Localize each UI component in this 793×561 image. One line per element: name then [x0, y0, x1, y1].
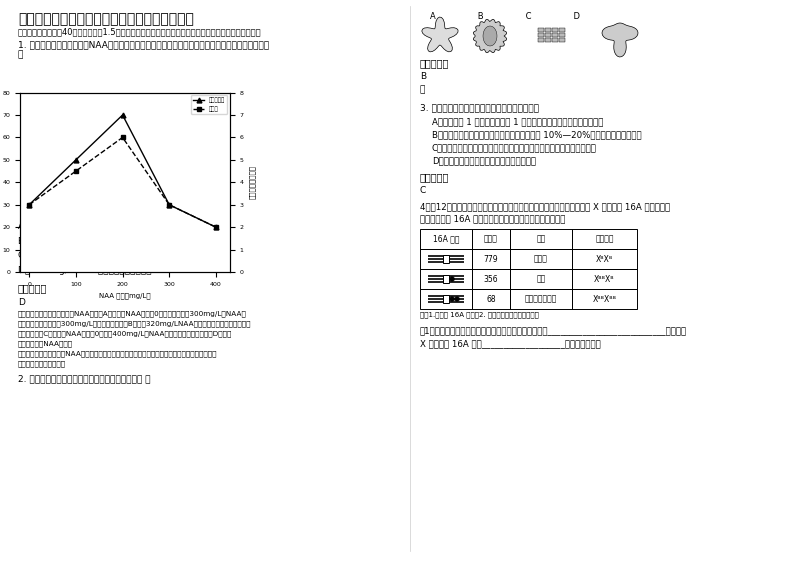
Bar [559, 38, 565, 42]
Bar [472, 269, 510, 289]
Bar [538, 28, 544, 32]
Bar [472, 289, 510, 309]
Line: 生根率: 生根率 [27, 135, 218, 229]
Text: 致的，雌果蝇 16A 区段与眼形的关系见下表，请分析回答：: 致的，雌果蝇 16A 区段与眼形的关系见下表，请分析回答： [420, 214, 565, 223]
Text: 棒眼（更明显）: 棒眼（更明显） [525, 295, 557, 304]
Text: （1）从表中给出的信息可以看出，果蝇的眼形变异属于___________________________，雌果蝇: （1）从表中给出的信息可以看出，果蝇的眼形变异属于_______________… [420, 326, 687, 335]
生根率 [71, 168, 81, 174]
Bar [510, 269, 572, 289]
Text: A                B                C                D: A B C D [430, 12, 580, 21]
Text: 16A 区段: 16A 区段 [433, 234, 459, 243]
Text: 注：1.横表示 16A 区段；2. 果蝇眼睛有多个小眼组成。: 注：1.横表示 16A 区段；2. 果蝇眼睛有多个小眼组成。 [420, 311, 539, 318]
Bar [552, 38, 558, 42]
Y-axis label: 平均生根数（个）: 平均生根数（个） [249, 165, 256, 199]
Circle shape [450, 297, 454, 301]
Bar [510, 249, 572, 269]
生根率 [211, 224, 220, 231]
Bar [472, 229, 510, 249]
Bar [443, 275, 449, 283]
Polygon shape [602, 23, 638, 57]
Bar [472, 249, 510, 269]
Text: C: C [420, 186, 427, 195]
平均生根数 [71, 157, 81, 163]
Bar [538, 38, 544, 42]
Text: 【名师点睛】本题主要以NAA为背景考查影响实验分析，要求学生理解实验分析的两个基本原则：对: 【名师点睛】本题主要以NAA为背景考查影响实验分析，要求学生理解实验分析的两个基… [18, 350, 217, 357]
Bar [420, 269, 472, 289]
Text: 四川省广安市嘉陵中学高三生物模拟试题含解析: 四川省广安市嘉陵中学高三生物模拟试题含解析 [18, 12, 193, 26]
Text: 68: 68 [486, 295, 496, 304]
Text: 眼形: 眼形 [536, 234, 546, 243]
Bar [420, 249, 472, 269]
Text: 【考点定位】NAA实验组: 【考点定位】NAA实验组 [18, 340, 73, 347]
生根率 [25, 201, 34, 208]
Bar [420, 289, 472, 309]
Text: C．生产上应优选 320mg/LNAA 处理插条: C．生产上应优选 320mg/LNAA 处理插条 [18, 251, 148, 260]
Text: 提高生根率，浓度高于300mg/L时会降低生根率，B错误；320mg/LNAA处理插条时，生根率过低，不: 提高生根率，浓度高于300mg/L时会降低生根率，B错误；320mg/LNAA处… [18, 320, 251, 327]
平均生根数 [25, 201, 34, 208]
Text: 356: 356 [484, 274, 498, 283]
Text: 基因组成: 基因组成 [596, 234, 614, 243]
Bar [559, 28, 565, 32]
Text: 779: 779 [484, 255, 498, 264]
Text: 由图可知，该实验的自变量是NAA浓度，A错误；与NAA浓度为0比较，浓度低于300mg/L时NAA能: 由图可知，该实验的自变量是NAA浓度，A错误；与NAA浓度为0比较，浓度低于30… [18, 310, 247, 316]
Bar [443, 255, 449, 263]
Text: 参考答案：: 参考答案： [18, 283, 48, 293]
Bar [552, 28, 558, 32]
Bar [572, 289, 637, 309]
Bar [420, 229, 472, 249]
Circle shape [454, 297, 459, 301]
Text: 正常眼: 正常眼 [534, 255, 548, 264]
Polygon shape [422, 17, 458, 52]
Text: B．一只鹰捕食了一只兔子，则这只兔子中约有 10%—20%的能量流入列鹰的体内: B．一只鹰捕食了一只兔子，则这只兔子中约有 10%—20%的能量流入列鹰的体内 [432, 130, 642, 139]
Bar [510, 229, 572, 249]
Bar [545, 28, 551, 32]
Text: B．不同浓度的 NAA 均提高了插条生根率: B．不同浓度的 NAA 均提高了插条生根率 [18, 236, 130, 245]
Text: A．自变量是 NAA，因变量是平均生根数: A．自变量是 NAA，因变量是平均生根数 [18, 221, 127, 230]
Text: 能用于生产，C错误；与NAA浓度为0比较，400mg/L的NAA具有增加生根数的效果，D正确。: 能用于生产，C错误；与NAA浓度为0比较，400mg/L的NAA具有增加生根数的… [18, 330, 232, 337]
平均生根数 [118, 112, 128, 118]
Text: 是: 是 [18, 50, 23, 59]
X-axis label: NAA 浓度（mg/L）: NAA 浓度（mg/L） [99, 292, 151, 299]
Text: A．兔子吃了 1 公斤的草，则这 1 公斤草中的能量就流入到了兔子体内: A．兔子吃了 1 公斤的草，则这 1 公斤草中的能量就流入到了兔子体内 [432, 117, 603, 126]
Text: 小眼数: 小眼数 [484, 234, 498, 243]
生根率 [118, 134, 128, 141]
Bar [538, 33, 544, 37]
Polygon shape [473, 19, 507, 53]
平均生根数 [211, 224, 220, 231]
Text: D．400 mg/L NAA 具有增加生根数的效应: D．400 mg/L NAA 具有增加生根数的效应 [18, 266, 151, 275]
Text: 1. 研究小组探究了萘乙酸（NAA）对某果树扦插枝条生根的影响，结果如下图。下列相关叙述正确的: 1. 研究小组探究了萘乙酸（NAA）对某果树扦插枝条生根的影响，结果如下图。下列… [18, 40, 269, 49]
Text: B: B [420, 72, 426, 81]
Bar [572, 249, 637, 269]
Text: 2. 下列物质成结构中，没有特异性识别功能的有（ ）: 2. 下列物质成结构中，没有特异性识别功能的有（ ） [18, 374, 151, 383]
Bar [559, 33, 565, 37]
Text: 参考答案：: 参考答案： [420, 58, 450, 68]
Text: 参考答案：: 参考答案： [420, 172, 450, 182]
Text: 略: 略 [420, 85, 425, 94]
Bar [545, 33, 551, 37]
Line: 平均生根数: 平均生根数 [27, 113, 218, 229]
Text: 3. 下列有关生态系统能量流动的叙述，正确的是: 3. 下列有关生态系统能量流动的叙述，正确的是 [420, 103, 539, 112]
Text: XᴮᴮXᴮᴮ: XᴮᴮXᴮᴮ [592, 295, 616, 304]
Bar [552, 33, 558, 37]
Text: X 染色体上 16A 区段___________________，棒眼越明显。: X 染色体上 16A 区段___________________，棒眼越明显。 [420, 339, 601, 348]
Bar [572, 229, 637, 249]
Polygon shape [483, 26, 497, 46]
Text: 棒眼: 棒眼 [536, 274, 546, 283]
Text: XᴮᴮXᴮ: XᴮᴮXᴮ [594, 274, 615, 283]
Text: 一、选择题（本题共40小题，每小题1.5分，在每小题给出的四个选项中，只有一项是符合题目要求的。）: 一、选择题（本题共40小题，每小题1.5分，在每小题给出的四个选项中，只有一项是… [18, 27, 262, 36]
Text: D．生态系统的能量是伴随物质而循环利用的: D．生态系统的能量是伴随物质而循环利用的 [432, 156, 536, 165]
Bar [510, 289, 572, 309]
Text: 4．（12分）果蝇是常用的遗传实验材料，研究发现果蝇棒眼性状是由于 X 染色体上 16A 区段重复导: 4．（12分）果蝇是常用的遗传实验材料，研究发现果蝇棒眼性状是由于 X 染色体上… [420, 202, 670, 211]
Text: XᴮXᴮ: XᴮXᴮ [596, 255, 613, 264]
生根率 [164, 201, 174, 208]
平均生根数 [164, 201, 174, 208]
Bar [443, 295, 449, 303]
Text: C．生产者通过光合作用合成有机物，能量就从无机环境流入到生物群落: C．生产者通过光合作用合成有机物，能量就从无机环境流入到生物群落 [432, 143, 597, 152]
Text: D: D [18, 298, 25, 307]
Circle shape [450, 277, 454, 282]
Bar [545, 38, 551, 42]
Text: 照原则和单一变量原则。: 照原则和单一变量原则。 [18, 360, 66, 366]
Legend: 平均生根数, 生根率: 平均生根数, 生根率 [191, 95, 227, 114]
Bar [572, 269, 637, 289]
